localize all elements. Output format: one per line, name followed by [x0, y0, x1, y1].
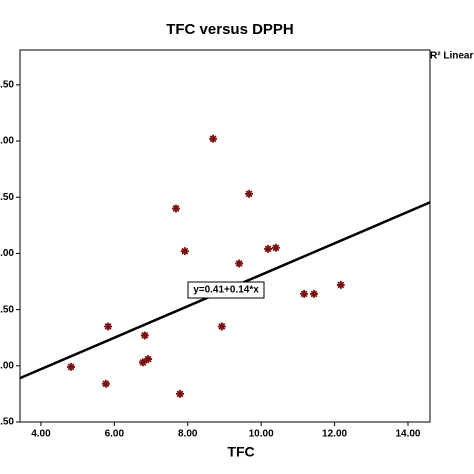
x-tick-label: 6.00 — [105, 429, 125, 440]
point — [180, 247, 189, 256]
point — [310, 289, 319, 298]
x-tick-label: 10.00 — [249, 429, 274, 440]
point — [67, 362, 76, 371]
annotation: y=0.41+0.14*x — [193, 285, 259, 296]
point — [271, 243, 280, 252]
y-tick-label: .50 — [0, 79, 14, 90]
point — [138, 358, 147, 367]
point — [171, 204, 180, 213]
point — [209, 134, 218, 143]
x-axis-label: TFC — [227, 444, 254, 460]
y-tick-label: .00 — [0, 360, 14, 371]
y-tick-label: .50 — [0, 417, 14, 428]
x-tick-label: 4.00 — [31, 429, 51, 440]
point — [104, 322, 113, 331]
point — [336, 280, 345, 289]
annotation-box — [187, 281, 265, 299]
point — [101, 379, 110, 388]
x-tick-label: 12.00 — [322, 429, 347, 440]
y-tick-label: .00 — [0, 248, 14, 259]
x-tick-label: 8.00 — [178, 429, 198, 440]
point — [144, 355, 153, 364]
point — [217, 322, 226, 331]
y-tick-label: .50 — [0, 304, 14, 315]
point — [245, 189, 254, 198]
point — [176, 389, 185, 398]
legend: R² Linear — [430, 51, 473, 62]
point — [235, 259, 244, 268]
y-tick-label: .50 — [0, 192, 14, 203]
y-tick-label: .00 — [0, 136, 14, 147]
chart-title: TFC versus DPPH — [166, 21, 294, 38]
plot-frame — [19, 49, 431, 423]
point — [264, 244, 273, 253]
point — [140, 331, 149, 340]
point — [300, 289, 309, 298]
x-tick-label: 14.00 — [395, 429, 420, 440]
